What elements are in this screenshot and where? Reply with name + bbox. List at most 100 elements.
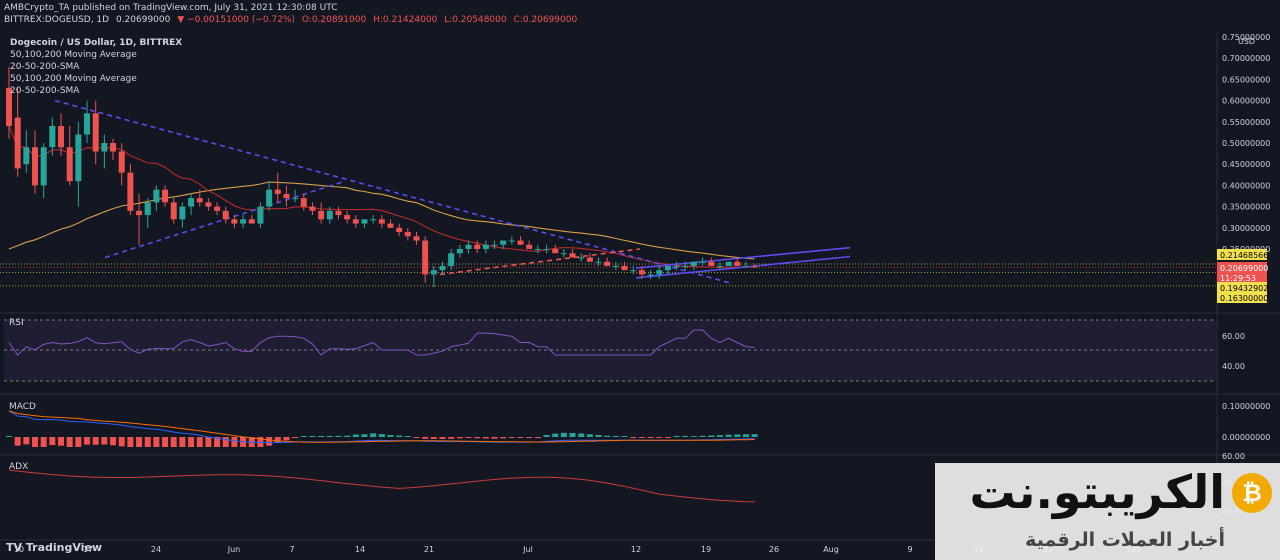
adx-tick-label: 60.00 bbox=[1222, 452, 1245, 461]
macd-histogram-bar bbox=[612, 436, 619, 437]
macd-histogram-bar bbox=[534, 437, 541, 438]
price-tag-label: 0.16300000 bbox=[1220, 294, 1268, 303]
macd-histogram-bar bbox=[292, 437, 299, 438]
macd-histogram-bar bbox=[352, 434, 359, 437]
macd-histogram-bar bbox=[75, 437, 82, 447]
price-tag bbox=[1217, 249, 1267, 260]
price-tag bbox=[1217, 262, 1267, 273]
time-tick-label: Jun bbox=[227, 545, 241, 554]
macd-histogram-bar bbox=[196, 437, 203, 447]
candle-body bbox=[110, 143, 117, 152]
watermark-subtitle: أخبار العملات الرقمية bbox=[1025, 529, 1225, 551]
macd-histogram-bar bbox=[716, 435, 723, 437]
macd-histogram-bar bbox=[560, 432, 567, 437]
candle-body bbox=[309, 206, 316, 211]
legend-ma-1[interactable]: 50,100,200 Moving Average bbox=[10, 50, 137, 60]
low-value: L:0.20548000 bbox=[444, 15, 507, 25]
candle-body bbox=[500, 240, 507, 245]
time-tick-label: 17 bbox=[83, 545, 93, 554]
macd-histogram-bar bbox=[6, 436, 12, 437]
macd-histogram-bar bbox=[552, 433, 559, 437]
candle-body bbox=[604, 261, 611, 266]
macd-histogram-bar bbox=[274, 437, 281, 443]
open-value: O:0.20891000 bbox=[301, 15, 367, 25]
macd-histogram-bar bbox=[378, 434, 385, 437]
price-tick-label: 0.35000000 bbox=[1222, 203, 1270, 212]
candle-body bbox=[188, 198, 195, 207]
time-tick-label: 7 bbox=[289, 545, 294, 554]
time-tick-label: 9 bbox=[907, 545, 912, 554]
candle-body bbox=[534, 249, 541, 250]
macd-histogram-bar bbox=[690, 436, 697, 437]
macd-histogram-bar bbox=[58, 437, 65, 446]
macd-histogram-bar bbox=[500, 437, 507, 439]
candle-body bbox=[387, 223, 394, 228]
watermark-title: الكريبتو.نت bbox=[969, 465, 1225, 519]
adx-pane-label[interactable]: ADX bbox=[9, 462, 29, 472]
candle-body bbox=[621, 265, 628, 271]
macd-histogram-bar bbox=[396, 435, 403, 437]
macd-histogram-bar bbox=[66, 437, 73, 447]
candle-body bbox=[300, 198, 307, 207]
macd-tick-label: 0.10000000 bbox=[1222, 402, 1270, 411]
macd-histogram-bar bbox=[326, 436, 333, 437]
legend-sma-2[interactable]: 20-50-200-SMA bbox=[10, 86, 80, 96]
rsi-pane-label[interactable]: RSI bbox=[9, 318, 24, 328]
tradingview-logo[interactable]: 𝗧𝗩 TradingView bbox=[6, 541, 103, 554]
macd-histogram-bar bbox=[734, 434, 741, 437]
macd-histogram-bar bbox=[23, 437, 30, 445]
time-tick-label: 21 bbox=[424, 545, 434, 554]
macd-histogram-bar bbox=[673, 436, 680, 437]
macd-histogram-bar bbox=[491, 437, 498, 439]
candle-body bbox=[179, 206, 186, 220]
macd-histogram-bar bbox=[439, 437, 446, 440]
price-tag-label: 11:29:53 bbox=[1220, 274, 1256, 283]
candle-body bbox=[248, 219, 255, 224]
macd-histogram-bar bbox=[318, 436, 325, 437]
candle-body bbox=[370, 219, 377, 221]
macd-histogram-bar bbox=[621, 436, 628, 437]
candle-body bbox=[699, 261, 706, 263]
candle-body bbox=[673, 265, 680, 267]
macd-histogram-bar bbox=[32, 437, 39, 447]
macd-histogram-bar bbox=[84, 437, 91, 445]
close-value: C:0.20699000 bbox=[513, 15, 578, 25]
candle-body bbox=[630, 270, 637, 272]
macd-histogram-bar bbox=[656, 437, 663, 438]
legend-sma-1[interactable]: 20-50-200-SMA bbox=[10, 62, 80, 72]
candle-body bbox=[526, 244, 533, 249]
candle-body bbox=[482, 244, 489, 249]
price-tick-label: 0.65000000 bbox=[1222, 75, 1270, 84]
macd-histogram-bar bbox=[118, 437, 125, 447]
macd-histogram-bar bbox=[266, 437, 273, 446]
macd-histogram-bar bbox=[508, 437, 515, 439]
macd-histogram-bar bbox=[127, 437, 134, 447]
candle-body bbox=[578, 257, 585, 259]
candle-body bbox=[612, 265, 619, 267]
price-tick-label: 0.75000000 bbox=[1222, 33, 1270, 42]
candle-body bbox=[413, 236, 420, 241]
macd-tick-label: 0.00000000 bbox=[1222, 433, 1270, 442]
candle-body bbox=[222, 210, 229, 220]
candle-body bbox=[543, 249, 550, 250]
candle-body bbox=[456, 249, 463, 254]
candle-body bbox=[196, 198, 203, 203]
candle-body bbox=[378, 219, 385, 224]
candle-body bbox=[231, 219, 238, 224]
time-tick-label: 14 bbox=[355, 545, 365, 554]
price-tick-label: 0.45000000 bbox=[1222, 160, 1270, 169]
candle-body bbox=[170, 202, 177, 220]
price-tag-label: 0.19432902 bbox=[1220, 284, 1268, 293]
symbol-ohlc-bar: BITTREX:DOGEUSD, 1D 0.20699000 ▼ −0.0015… bbox=[4, 15, 581, 25]
candle-body bbox=[708, 261, 715, 266]
macd-histogram-bar bbox=[474, 437, 481, 439]
price-tick-label: 0.40000000 bbox=[1222, 181, 1270, 190]
candle-body bbox=[586, 257, 593, 262]
legend-ma-2[interactable]: 50,100,200 Moving Average bbox=[10, 74, 137, 84]
candle-body bbox=[240, 219, 247, 224]
macd-pane-label[interactable]: MACD bbox=[9, 402, 36, 412]
macd-histogram-bar bbox=[110, 437, 117, 446]
candle-body bbox=[352, 219, 359, 224]
candle-body bbox=[32, 147, 39, 186]
